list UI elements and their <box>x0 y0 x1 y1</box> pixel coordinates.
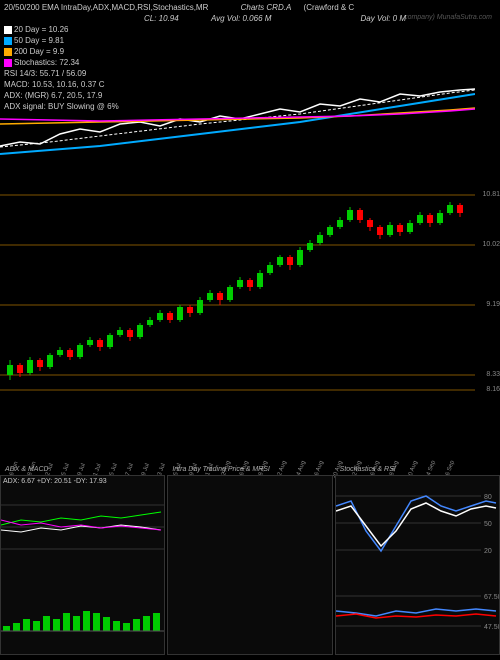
svg-text:20: 20 <box>484 548 492 555</box>
svg-text:47.50: 47.50 <box>484 624 499 631</box>
adx-macd-title: ADX & MACD <box>5 466 49 473</box>
intraday-title: Intra Day Trading Price & MRSI <box>172 466 270 473</box>
close-value: CL: 10.94 <box>144 14 179 23</box>
svg-text:80: 80 <box>484 494 492 501</box>
adx-header: ADX: 6.67 +DY: 20.51 -DY: 17.93 <box>1 476 164 487</box>
svg-text:50: 50 <box>484 521 492 528</box>
avg-vol: Avg Vol: 0.066 M <box>211 14 271 23</box>
chart-title: 20/50/200 EMA IntraDay,ADX,MACD,RSI,Stoc… <box>4 3 208 12</box>
stoch-rsi-title: Stochastics & RSI <box>340 466 396 473</box>
sub-panels: ADX & MACD ADX: 6.67 +DY: 20.51 -DY: 17.… <box>0 475 500 655</box>
svg-text:67.50: 67.50 <box>484 594 499 601</box>
watermark: company) MunafaSutra.com <box>404 14 492 21</box>
date-axis: 21 Jun24 Jun26 Jun28 Jun02 Jul05 Jul09 J… <box>0 438 475 468</box>
chart-header: 20/50/200 EMA IntraDay,ADX,MACD,RSI,Stoc… <box>4 2 496 72</box>
ema-chart <box>0 74 475 164</box>
adx-macd-panel: ADX & MACD ADX: 6.67 +DY: 20.51 -DY: 17.… <box>0 475 165 655</box>
company: (Crawford & C <box>304 3 355 12</box>
price-chart: 10.8110.029.198.338.16 <box>0 165 475 435</box>
chart-type: Charts CRD.A <box>241 3 292 12</box>
legend: 20 Day = 10.2650 Day = 9.81200 Day = 9.9… <box>4 24 496 68</box>
day-vol: Day Vol: 0 M <box>361 13 407 24</box>
intraday-panel: Intra Day Trading Price & MRSI <box>167 475 332 655</box>
stoch-rsi-panel: Stochastics & RSI 805020 67.5047.50 <box>335 475 500 655</box>
